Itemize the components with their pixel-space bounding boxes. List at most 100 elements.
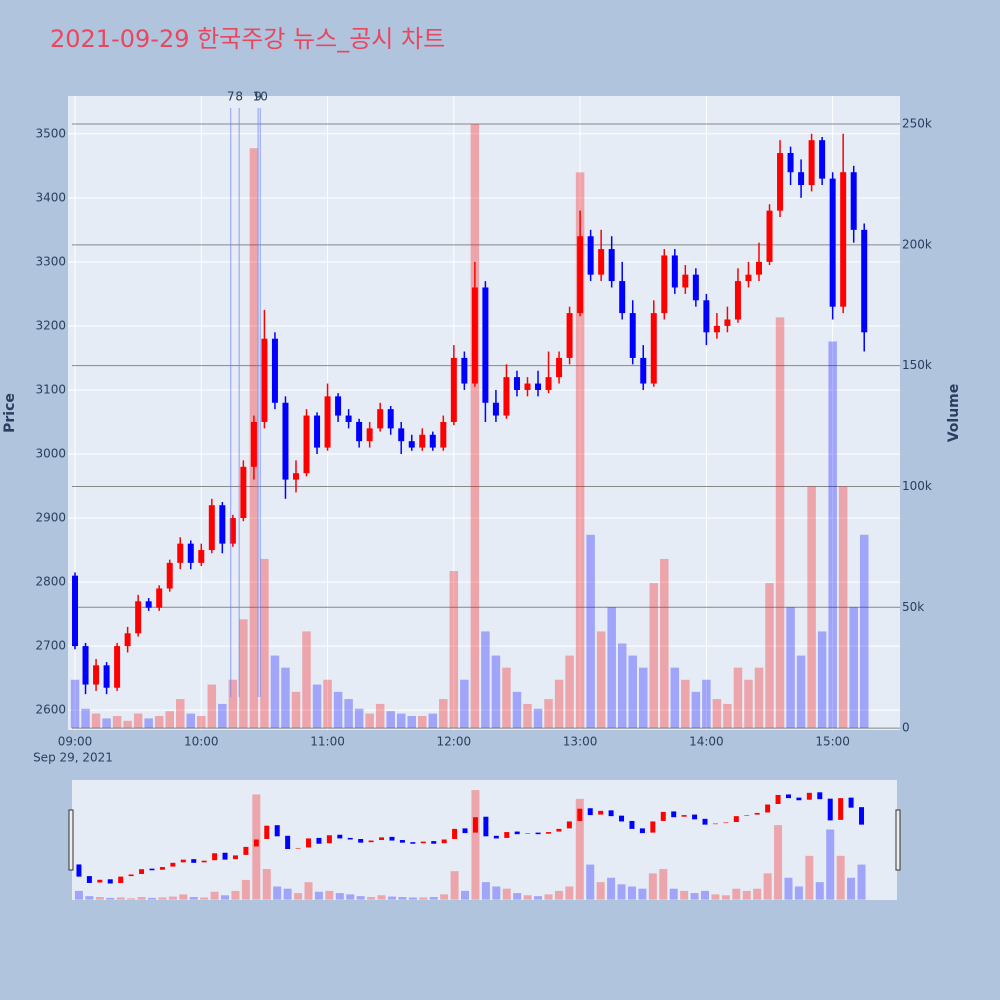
mini-volume-bar xyxy=(502,888,511,900)
mini-volume-bar xyxy=(158,897,167,900)
candle-body xyxy=(93,665,100,685)
volume-bar xyxy=(565,655,574,729)
y2-tick-label: 200k xyxy=(902,237,932,251)
volume-bar xyxy=(586,534,595,729)
candle-body xyxy=(598,249,605,275)
volume-bar xyxy=(218,703,227,729)
volume-bar xyxy=(481,631,490,729)
volume-bar xyxy=(386,711,395,729)
y2-tick-label: 0 xyxy=(902,721,910,735)
x-tick-label: 10:00 xyxy=(184,735,219,749)
candle-body xyxy=(145,601,152,608)
annotation-label: 10 xyxy=(253,90,268,104)
mini-volume-bar xyxy=(95,897,104,900)
volume-bar xyxy=(607,607,616,729)
candle-body xyxy=(619,281,626,314)
mini-volume-bar xyxy=(742,890,751,900)
mini-volume-bar xyxy=(450,871,459,900)
volume-bar xyxy=(460,679,469,729)
range-slider[interactable] xyxy=(72,780,897,900)
volume-bar xyxy=(239,619,248,729)
candle-body xyxy=(345,415,352,422)
x-date-label: Sep 29, 2021 xyxy=(33,751,113,765)
volume-bar xyxy=(144,718,153,729)
volume-bar xyxy=(575,172,585,729)
mini-volume-bar xyxy=(805,855,814,900)
candle-body xyxy=(72,575,79,647)
volume-bar xyxy=(407,715,416,729)
candle-body xyxy=(366,428,373,442)
annotation-label: 9 xyxy=(254,90,262,104)
mini-volume-bar xyxy=(419,897,428,900)
range-handle[interactable] xyxy=(895,809,901,871)
candle-body xyxy=(692,274,699,301)
mini-volume-bar xyxy=(721,895,730,900)
mini-volume-bar xyxy=(429,897,438,900)
candle-body xyxy=(356,421,363,442)
candle-body xyxy=(124,633,131,647)
volume-bar xyxy=(428,713,438,729)
candle-body xyxy=(282,402,289,480)
volume-bar xyxy=(744,679,753,729)
mini-volume-bar xyxy=(680,890,689,900)
y-tick-label: 3000 xyxy=(35,446,66,460)
candle-body xyxy=(114,646,121,688)
candle-body xyxy=(734,281,741,320)
mini-volume-bar xyxy=(534,896,543,900)
volume-bar xyxy=(207,684,217,729)
mini-volume-bar xyxy=(732,888,741,900)
y-tick-label: 3400 xyxy=(35,190,66,204)
volume-bar xyxy=(270,655,280,729)
y2-tick-label: 250k xyxy=(902,117,932,131)
mini-volume-bar xyxy=(147,897,156,900)
x-tick-label: 14:00 xyxy=(689,735,724,749)
range-handle[interactable] xyxy=(68,809,74,871)
volume-bar xyxy=(859,534,869,729)
volume-bar xyxy=(660,558,669,729)
candle-body xyxy=(429,434,436,448)
volume-bar xyxy=(175,699,185,729)
candle-body xyxy=(419,434,426,448)
mini-volume-bar xyxy=(815,882,824,900)
volume-bar xyxy=(628,655,637,729)
volume-bar xyxy=(186,713,196,729)
mini-volume-bar xyxy=(554,890,563,900)
volume-bar xyxy=(123,720,132,729)
mini-volume-bar xyxy=(116,897,125,900)
candle-body xyxy=(450,357,457,422)
volume-bar xyxy=(723,703,732,729)
candle-body xyxy=(408,441,415,448)
mini-volume-bar xyxy=(377,895,386,900)
mini-volume-bar xyxy=(701,890,710,900)
candle-body xyxy=(587,236,594,275)
x-tick-label: 13:00 xyxy=(563,735,598,749)
volume-bar xyxy=(554,679,564,729)
volume-bar xyxy=(281,667,290,729)
volume-bar xyxy=(228,679,238,729)
candle-body xyxy=(682,274,689,288)
mini-volume-bar xyxy=(314,891,323,900)
volume-bar xyxy=(807,486,816,729)
y2-tick-label: 150k xyxy=(902,358,932,372)
candle-body xyxy=(261,338,268,422)
candle-body xyxy=(850,172,857,230)
annotation-label: 8 xyxy=(235,90,243,104)
mini-volume-bar xyxy=(137,897,146,900)
mini-volume-bar xyxy=(638,888,647,900)
candle-body xyxy=(335,396,342,416)
candle-body xyxy=(545,377,552,390)
mini-volume-bar xyxy=(617,884,626,900)
mini-volume-bar xyxy=(461,890,470,900)
candle-body xyxy=(219,505,226,544)
x-tick-label: 09:00 xyxy=(58,735,93,749)
y-tick-label: 2600 xyxy=(35,703,66,717)
y-tick-label: 3300 xyxy=(35,254,66,268)
mini-volume-bar xyxy=(575,798,584,900)
volume-bar xyxy=(733,667,743,729)
mini-volume-bar xyxy=(294,893,303,900)
mini-volume-bar xyxy=(325,890,334,900)
candle-body xyxy=(513,377,520,390)
mini-volume-bar xyxy=(398,897,407,900)
y2-tick-label: 50k xyxy=(902,600,924,614)
